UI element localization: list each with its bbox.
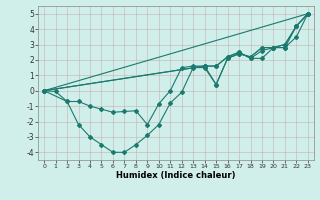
X-axis label: Humidex (Indice chaleur): Humidex (Indice chaleur) (116, 171, 236, 180)
